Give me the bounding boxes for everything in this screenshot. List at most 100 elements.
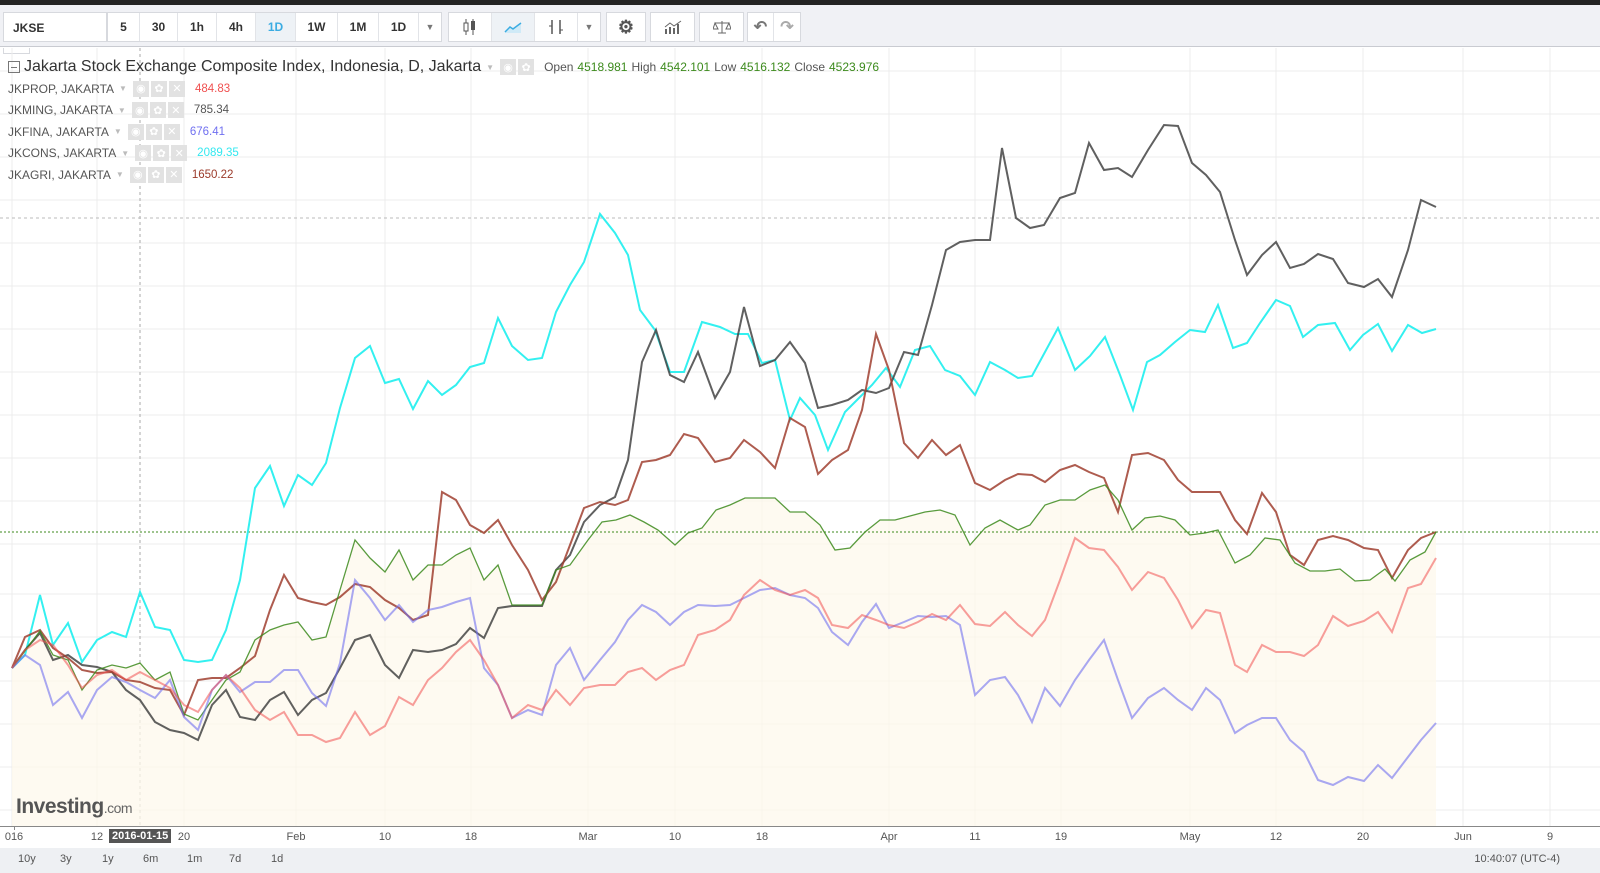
gear-icon[interactable]: ✿	[153, 145, 170, 162]
series-value: 2089.35	[197, 147, 239, 160]
range-1d[interactable]: 1d	[271, 853, 284, 865]
close-icon[interactable]: ✕	[171, 145, 188, 162]
series-name[interactable]: JKFINA, JAKARTA	[8, 124, 109, 139]
close-icon[interactable]: ✕	[168, 80, 185, 97]
caret-down-icon[interactable]: ▼	[486, 62, 495, 72]
eye-icon[interactable]: ◉	[135, 145, 152, 162]
interval-5[interactable]: 5	[108, 13, 140, 41]
series-jkprop-line	[11, 536, 1437, 744]
undo-icon[interactable]: ↶	[748, 13, 774, 41]
x-tick: 10	[378, 831, 392, 843]
investing-logo: Investing.com	[16, 795, 133, 819]
range-10y[interactable]: 10y	[18, 853, 36, 865]
series-jkming-line	[11, 123, 1437, 742]
caret-down-icon[interactable]: ▼	[117, 105, 126, 115]
x-tick: Mar	[578, 831, 598, 843]
tick-mark	[14, 826, 15, 830]
caret-down-icon[interactable]: ▼	[113, 127, 122, 137]
logo-main: Investing	[16, 795, 104, 818]
eye-icon[interactable]: ◉	[132, 80, 149, 97]
caret-down-icon[interactable]: ▼	[115, 170, 124, 180]
caret-down-icon[interactable]: ▼	[121, 148, 130, 158]
legend-row-jkcons: JKCONS, JAKARTA ▼ ◉ ✿ ✕ 2089.35	[8, 143, 879, 165]
symbol-input[interactable]: JKSE	[3, 12, 107, 42]
x-tick: Apr	[880, 831, 898, 843]
range-1m[interactable]: 1m	[187, 853, 203, 865]
open-value: 4518.981	[577, 60, 628, 74]
x-tick: 12	[90, 831, 104, 843]
chart-type-dropdown-icon[interactable]: ▼	[584, 22, 594, 32]
interval-4h[interactable]: 4h	[217, 13, 256, 41]
x-tick: May	[1179, 831, 1201, 843]
range-6m[interactable]: 6m	[143, 853, 159, 865]
area-line-icon[interactable]	[492, 13, 535, 41]
settings-group: ⚙	[606, 12, 646, 42]
bar-ohlc-icon[interactable]	[535, 13, 578, 41]
legend-main-row: Jakarta Stock Exchange Composite Index, …	[8, 56, 879, 78]
series-jkagri-line	[11, 330, 1437, 718]
close-icon[interactable]: ✕	[163, 123, 180, 140]
settings-icon[interactable]: ⚙	[617, 16, 635, 37]
series-name[interactable]: JKCONS, JAKARTA	[8, 146, 117, 161]
logo-suffix: .com	[103, 800, 133, 816]
series-name[interactable]: JKPROP, JAKARTA	[8, 81, 115, 96]
x-tick: 10	[668, 831, 682, 843]
interval-1w[interactable]: 1W	[296, 13, 338, 41]
range-3y[interactable]: 3y	[60, 853, 72, 865]
crosshair-date-label: 2016-01-15	[109, 829, 172, 843]
close-icon[interactable]: ✕	[167, 102, 184, 119]
range-bar: 10y 3y 1y 6m 1m 7d 1d 10:40:07 (UTC-4)	[0, 848, 1600, 873]
gear-icon[interactable]: ✿	[147, 166, 164, 183]
compare-icon[interactable]	[700, 13, 743, 41]
main-series-area	[12, 485, 1436, 826]
interval-1d[interactable]: 1D	[256, 13, 296, 41]
chart-canvas[interactable]	[0, 48, 1600, 826]
eye-icon[interactable]: ◉	[131, 102, 148, 119]
timezone-label[interactable]: 10:40:07 (UTC-4)	[1474, 853, 1560, 865]
eye-icon[interactable]: ◉	[500, 59, 517, 75]
x-tick: Feb	[286, 831, 306, 843]
compare-group	[699, 12, 744, 42]
interval-group: 5 30 1h 4h 1D 1W 1M 1D ▼	[107, 12, 442, 42]
series-value: 1650.22	[191, 168, 234, 181]
redo-icon[interactable]: ↷	[780, 19, 794, 36]
gear-icon[interactable]: ✿	[149, 102, 166, 119]
range-1y[interactable]: 1y	[102, 853, 114, 865]
interval-1m[interactable]: 1M	[338, 13, 379, 41]
eye-icon[interactable]: ◉	[127, 123, 144, 140]
eye-icon[interactable]: ◉	[129, 166, 146, 183]
legend-row-jkming: JKMING, JAKARTA ▼ ◉ ✿ ✕ 785.34	[8, 100, 879, 122]
open-label: Open	[544, 60, 574, 74]
gear-icon[interactable]: ✿	[145, 123, 162, 140]
interval-30[interactable]: 30	[140, 13, 178, 41]
series-name[interactable]: JKAGRI, JAKARTA	[8, 167, 111, 182]
legend-row-jkfina: JKFINA, JAKARTA ▼ ◉ ✿ ✕ 676.41	[8, 121, 879, 143]
indicators-group	[650, 12, 695, 42]
series-main-line	[11, 484, 1437, 721]
indicators-icon[interactable]	[651, 13, 694, 41]
gear-icon[interactable]: ✿	[150, 80, 167, 97]
collapse-legend-icon[interactable]	[8, 61, 20, 73]
interval-1h[interactable]: 1h	[178, 13, 217, 41]
close-label: Close	[794, 60, 825, 74]
interval-custom[interactable]: 1D	[379, 13, 419, 41]
x-tick: 18	[464, 831, 478, 843]
low-value: 4516.132	[740, 60, 791, 74]
x-tick: 016	[4, 831, 24, 843]
gear-icon[interactable]: ✿	[518, 59, 535, 75]
range-7d[interactable]: 7d	[229, 853, 242, 865]
legend-row-jkagri: JKAGRI, JAKARTA ▼ ◉ ✿ ✕ 1650.22	[8, 164, 879, 186]
x-tick: 12	[1269, 831, 1283, 843]
x-tick: 20	[177, 831, 191, 843]
series-value: 484.83	[194, 82, 231, 95]
x-axis[interactable]: 016 12 20 Feb 10 18 Mar 10 18 Apr 11 19 …	[0, 826, 1600, 848]
series-name[interactable]: JKMING, JAKARTA	[8, 103, 113, 118]
toolbar-collapse-tab[interactable]	[3, 48, 30, 54]
window-top-bar	[0, 0, 1600, 5]
interval-dropdown-icon[interactable]: ▼	[425, 22, 435, 32]
caret-down-icon[interactable]: ▼	[119, 84, 127, 94]
close-icon[interactable]: ✕	[165, 166, 182, 183]
series-value: 785.34	[193, 104, 230, 117]
candlestick-icon[interactable]	[449, 13, 492, 41]
chart-type-group: ▼	[448, 12, 601, 42]
